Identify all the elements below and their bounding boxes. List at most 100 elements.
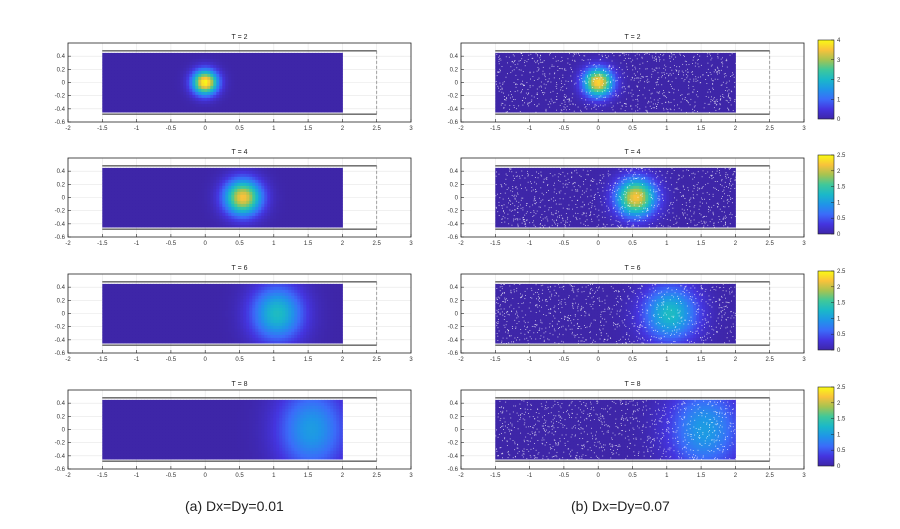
field-cell [501,73,505,78]
field-cell [663,100,667,105]
particle [734,86,736,88]
field-cell [207,55,211,60]
field-cell [732,103,736,108]
field-cell [258,106,262,111]
field-cell [639,58,643,63]
field-cell [219,167,223,172]
field-cell [330,176,334,181]
particle [590,95,592,97]
field-cell [627,94,631,99]
field-cell [240,188,244,193]
field-cell [519,100,523,105]
field-cell [603,79,607,84]
field-cell [315,182,319,187]
field-cell [702,70,706,75]
field-cell [216,82,220,87]
field-cell [195,173,199,178]
field-cell [531,82,535,87]
field-cell [669,73,673,78]
field-cell [267,61,271,66]
field-cell [600,100,604,105]
field-cell [678,88,682,93]
field-cell [528,58,532,63]
field-cell [342,167,343,172]
field-cell [534,88,538,93]
field-cell [642,73,646,78]
field-cell [183,179,187,184]
particle [566,105,568,107]
field-cell [522,97,526,102]
particle [728,108,729,110]
field-cell [339,64,343,69]
field-cell [735,85,736,90]
field-cell [591,73,595,78]
field-cell [216,176,220,181]
field-cell [264,79,268,84]
field-cell [291,58,295,63]
field-cell [621,73,625,78]
field-cell [564,61,568,66]
particle [537,55,539,57]
field-cell [594,82,598,87]
particle [604,54,606,56]
field-cell [537,100,541,105]
particle [521,83,523,84]
field-cell [612,55,616,60]
field-cell [129,67,133,72]
field-cell [255,88,259,93]
field-cell [306,76,310,81]
field-cell [339,103,343,108]
field-cell [288,52,292,57]
field-cell [612,88,616,93]
field-cell [315,170,319,175]
field-cell [582,61,586,66]
field-cell [129,91,133,96]
field-cell [171,64,175,69]
particle [636,77,638,79]
field-cell [126,188,130,193]
field-cell [717,76,721,81]
field-cell [528,61,532,66]
field-cell [210,52,214,57]
field-cell [156,109,160,113]
field-cell [537,103,541,108]
field-cell [561,85,565,90]
field-cell [258,109,262,113]
field-cell [639,64,643,69]
field-cell [501,100,505,105]
field-cell [288,85,292,90]
field-cell [102,61,106,66]
field-cell [153,94,157,99]
y-tick-label: 0 [62,81,66,87]
field-cell [267,85,271,90]
field-cell [507,97,511,102]
particle [656,107,658,109]
field-cell [540,61,544,66]
field-cell [171,179,175,184]
field-cell [327,100,331,105]
field-cell [699,73,703,78]
field-cell [522,85,526,90]
field-cell [264,55,268,60]
field-cell [300,176,304,181]
field-cell [540,73,544,78]
field-cell [204,85,208,90]
field-cell [186,106,190,111]
particle [560,60,562,62]
field-cell [498,88,502,93]
particle [625,63,627,65]
field-cell [531,52,535,57]
field-cell [513,76,517,81]
field-cell [126,61,130,66]
field-cell [642,55,646,60]
field-cell [300,64,304,69]
field-cell [159,167,163,172]
field-cell [600,109,604,113]
particle [712,82,714,84]
field-cell [105,182,109,187]
field-cell [231,85,235,90]
field-cell [645,52,649,57]
field-cell [252,70,256,75]
field-cell [510,109,514,113]
field-cell [147,70,151,75]
